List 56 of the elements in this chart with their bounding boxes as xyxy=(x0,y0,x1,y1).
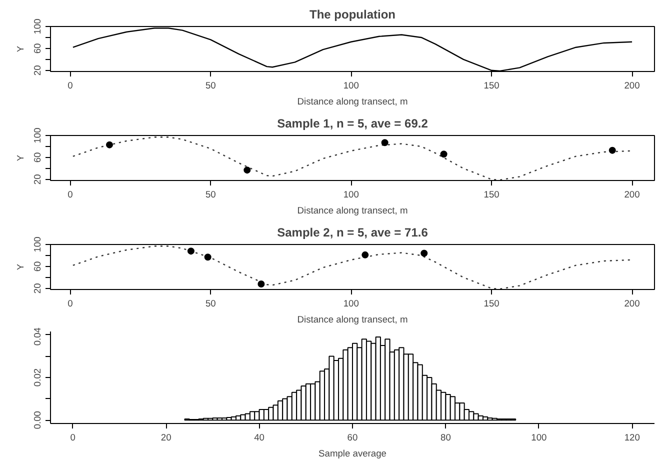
y-tick-label: 60 xyxy=(32,261,42,272)
x-tick-label: 100 xyxy=(343,298,359,308)
x-tick-label: 100 xyxy=(343,190,359,200)
y-tick-label: 0.02 xyxy=(32,368,42,387)
x-tick-label: 50 xyxy=(205,80,216,90)
y-tick-label: 60 xyxy=(32,152,42,163)
point xyxy=(608,146,616,154)
point xyxy=(204,254,212,261)
x-tick-label: 120 xyxy=(624,432,640,442)
line-series xyxy=(72,246,633,290)
y-tick-label: 20 xyxy=(32,65,42,76)
x-tick-label: 50 xyxy=(205,298,216,308)
text: 0.00 xyxy=(32,411,42,430)
x-tick-label: 0 xyxy=(70,432,76,442)
y-axis-title: Y xyxy=(16,263,26,270)
x-tick-label: 20 xyxy=(160,432,172,442)
x-axis-title: Distance along transect, m xyxy=(297,206,408,216)
x-tick-label: 200 xyxy=(624,190,640,200)
x-tick-label: 40 xyxy=(254,432,264,442)
chart-title: Sample 1, n = 5, ave = 69.2 xyxy=(277,116,428,130)
x-tick-label: 150 xyxy=(484,80,500,90)
x-tick-label: 150 xyxy=(484,298,500,308)
y-tick-label: 60 xyxy=(32,43,42,54)
point xyxy=(244,166,251,174)
point xyxy=(187,248,194,255)
point xyxy=(420,250,428,257)
y-axis-title: Y xyxy=(16,154,26,162)
point xyxy=(362,251,369,258)
x-axis-title: Distance along transect, m xyxy=(297,96,408,106)
x-tick-label: 0 xyxy=(68,80,73,90)
chart-title: The population xyxy=(310,8,396,22)
x-axis-title: Distance along transect, m xyxy=(297,314,408,324)
x-tick-label: 0 xyxy=(68,190,73,200)
point xyxy=(440,150,448,158)
x-tick-label: 100 xyxy=(531,432,547,442)
x-tick-label: 60 xyxy=(347,432,358,442)
x-tick-label: 200 xyxy=(624,298,640,308)
x-tick-label: 150 xyxy=(484,190,500,200)
x-axis-title: Sample average xyxy=(318,448,386,458)
point xyxy=(106,141,113,148)
chart-title: Sample 2, n = 5, ave = 71.6 xyxy=(277,226,428,240)
x-tick-label: 0 xyxy=(68,298,73,308)
y-axis-title: Y xyxy=(16,45,26,52)
y-tick-label: 100 xyxy=(32,128,42,144)
x-tick-label: 200 xyxy=(624,80,640,90)
y-tick-label: 0.04 xyxy=(32,328,42,346)
point xyxy=(258,280,265,288)
y-tick-label: 20 xyxy=(32,174,42,185)
x-tick-label: 80 xyxy=(440,432,451,442)
y-tick-label: 100 xyxy=(32,236,42,252)
line-series xyxy=(72,136,633,180)
y-tick-label: 20 xyxy=(32,283,42,294)
x-tick-label: 50 xyxy=(205,190,216,200)
y-tick-label: 100 xyxy=(32,18,42,34)
point xyxy=(381,139,388,146)
x-tick-label: 100 xyxy=(343,80,359,90)
